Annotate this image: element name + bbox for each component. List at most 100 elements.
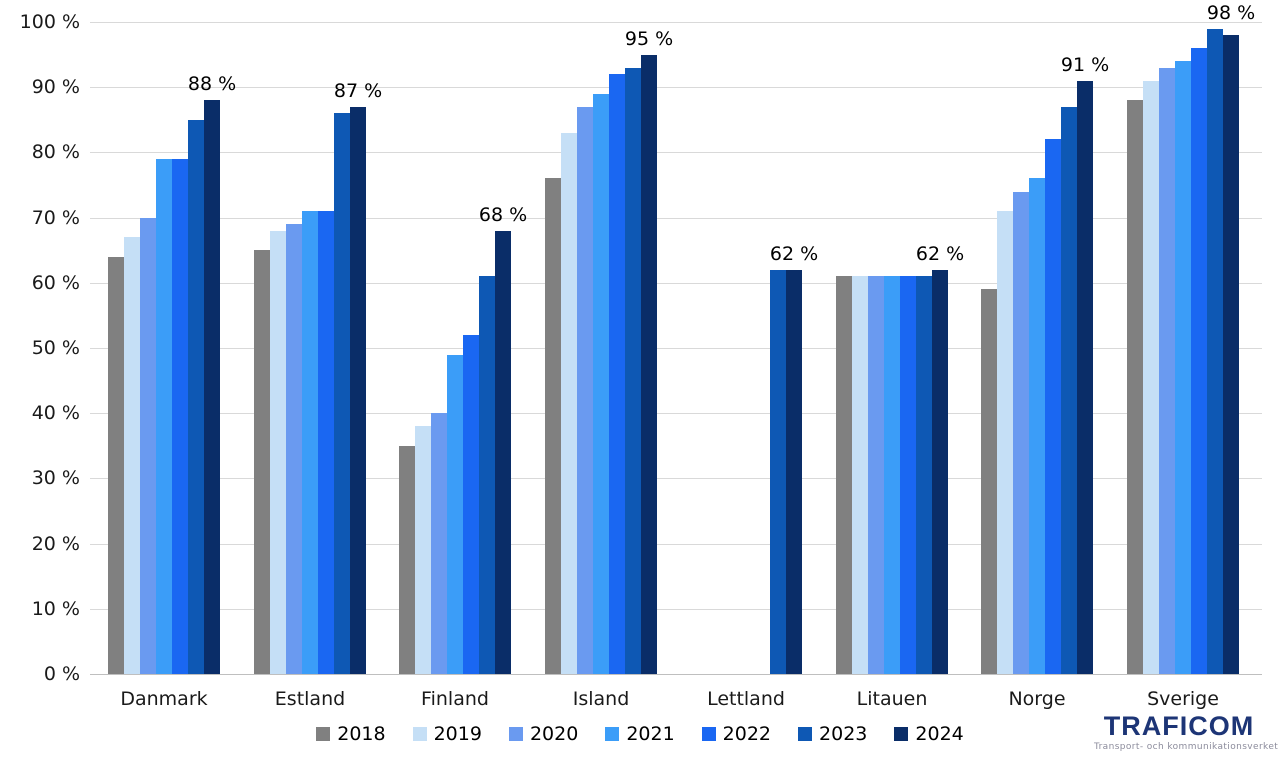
y-axis-tick-label: 50 % xyxy=(31,337,80,359)
gridline-20% xyxy=(90,543,1262,545)
gridline-100% xyxy=(90,22,1262,23)
bar-norge-2022 xyxy=(1045,139,1061,674)
bar-litauen-2021 xyxy=(884,276,900,674)
bar-norge-2020 xyxy=(1013,191,1029,674)
bar-danmark-2021 xyxy=(156,158,172,674)
bar-finland-2020 xyxy=(431,413,447,674)
legend-item-2021: 2021 xyxy=(605,723,675,745)
bar-group-lettland xyxy=(690,22,802,674)
gridline-0% xyxy=(90,674,1262,675)
bar-lettland-2024 xyxy=(786,269,802,674)
bar-litauen-2023 xyxy=(916,276,932,674)
legend-label-2019: 2019 xyxy=(433,723,482,745)
bar-sverige-2020 xyxy=(1159,67,1175,674)
gridline-50% xyxy=(90,348,1262,349)
legend-label-2021: 2021 xyxy=(626,723,675,745)
bar-estland-2018 xyxy=(254,250,270,674)
bar-finland-2024 xyxy=(495,230,511,674)
x-axis-label-lettland: Lettland xyxy=(707,688,785,710)
legend-item-2019: 2019 xyxy=(412,723,482,745)
data-label-estland: 87 % xyxy=(333,79,383,102)
bar-litauen-2018 xyxy=(836,276,852,674)
traficom-logo: TRAFICOM Transport- och kommunikationsve… xyxy=(1094,711,1279,753)
legend-item-2020: 2020 xyxy=(508,723,579,745)
bar-estland-2023 xyxy=(334,113,350,674)
bar-estland-2020 xyxy=(286,224,302,674)
legend-label-2020: 2020 xyxy=(529,723,579,745)
bar-sverige-2021 xyxy=(1175,61,1191,674)
gridline-90% xyxy=(90,87,1262,89)
bar-norge-2019 xyxy=(997,211,1013,674)
bar-danmark-2022 xyxy=(172,158,188,674)
bar-litauen-2020 xyxy=(868,276,884,674)
y-axis-tick-label: 60 % xyxy=(31,271,80,294)
data-label-finland: 68 % xyxy=(478,203,528,226)
bar-group-sverige xyxy=(1127,22,1239,674)
bar-island-2020 xyxy=(577,106,593,674)
y-axis-tick-label: 30 % xyxy=(31,467,80,490)
bar-group-estland xyxy=(254,22,366,674)
data-label-island: 95 % xyxy=(624,27,674,50)
x-axis-label-norge: Norge xyxy=(1008,688,1066,710)
legend-swatch-2018 xyxy=(316,727,331,741)
legend-item-2018: 2018 xyxy=(316,723,386,745)
data-label-danmark: 88 % xyxy=(187,73,237,96)
gridline-80% xyxy=(90,152,1262,154)
bar-lettland-2023 xyxy=(770,269,786,674)
y-axis-tick-label: 80 % xyxy=(31,141,80,164)
x-axis-label-sverige: Sverige xyxy=(1147,688,1219,710)
data-label-litauen: 62 % xyxy=(915,242,965,265)
bar-danmark-2019 xyxy=(124,237,140,674)
bar-estland-2024 xyxy=(350,106,366,674)
bar-danmark-2024 xyxy=(204,100,220,674)
bar-danmark-2018 xyxy=(108,256,124,674)
x-axis-label-litauen: Litauen xyxy=(856,688,928,710)
y-axis-tick-label: 70 % xyxy=(31,206,80,229)
data-label-norge: 91 % xyxy=(1060,53,1110,76)
x-axis-label-island: Island xyxy=(572,688,630,710)
bar-danmark-2020 xyxy=(140,217,156,674)
data-label-lettland: 62 % xyxy=(769,242,819,265)
bar-island-2022 xyxy=(609,74,625,674)
bar-group-finland xyxy=(399,22,511,674)
legend-swatch-2023 xyxy=(798,727,813,741)
y-axis-tick-label: 40 % xyxy=(31,402,80,425)
data-label-sverige: 98 % xyxy=(1206,1,1256,24)
traficom-logo-wordmark: TRAFICOM xyxy=(1103,711,1255,741)
gridline-10% xyxy=(90,608,1262,610)
bar-norge-2024 xyxy=(1077,80,1093,674)
bar-estland-2022 xyxy=(318,211,334,674)
traficom-logo-tagline: Transport- och kommunikationsverket xyxy=(1094,742,1279,752)
bar-sverige-2024 xyxy=(1223,35,1239,674)
bar-norge-2023 xyxy=(1061,106,1077,674)
bar-litauen-2019 xyxy=(852,276,868,674)
y-axis-tick-label: 90 % xyxy=(31,76,80,99)
gridline-60% xyxy=(90,282,1262,284)
bar-finland-2021 xyxy=(447,354,463,674)
bar-danmark-2023 xyxy=(188,119,204,674)
bar-litauen-2024 xyxy=(932,269,948,674)
x-axis-label-finland: Finland xyxy=(421,688,489,710)
legend-swatch-2021 xyxy=(605,727,620,741)
x-axis-label-danmark: Danmark xyxy=(120,688,208,710)
bar-litauen-2022 xyxy=(900,276,916,674)
bar-island-2019 xyxy=(561,132,577,674)
legend-swatch-2019 xyxy=(412,727,427,741)
legend-swatch-2024 xyxy=(894,727,909,741)
bar-finland-2019 xyxy=(415,426,431,674)
bar-norge-2021 xyxy=(1029,178,1045,674)
legend-label-2023: 2023 xyxy=(819,723,868,745)
bar-island-2021 xyxy=(593,93,609,674)
bar-group-danmark xyxy=(108,22,220,674)
bar-norge-2018 xyxy=(981,289,997,674)
legend-swatch-2022 xyxy=(701,727,716,741)
legend-item-2023: 2023 xyxy=(798,723,867,745)
bar-finland-2023 xyxy=(479,276,495,674)
bar-island-2023 xyxy=(625,67,641,674)
y-axis-tick-label: 0 % xyxy=(43,663,80,685)
legend: 2018 2019 2020 2021 2022 2023 2024 xyxy=(0,723,1280,745)
gridline-40% xyxy=(90,413,1262,415)
legend-item-2022: 2022 xyxy=(701,723,771,745)
bar-sverige-2019 xyxy=(1143,80,1159,674)
